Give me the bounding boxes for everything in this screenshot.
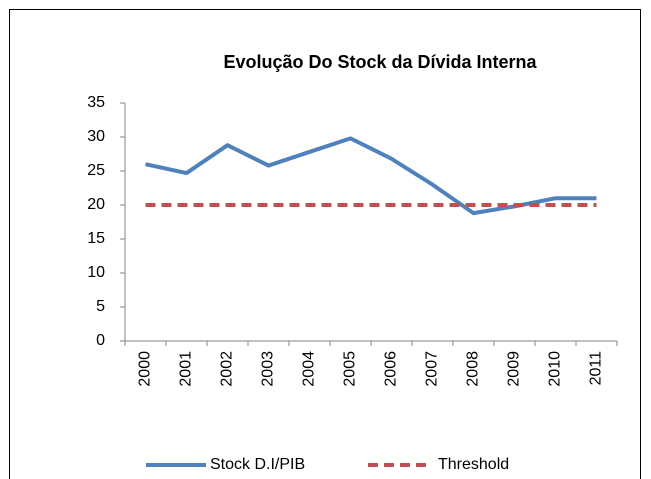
x-tick-label: 2004 bbox=[301, 351, 318, 387]
x-tick-label: 2001 bbox=[178, 351, 195, 387]
chart-frame bbox=[9, 9, 641, 479]
y-tick-label: 30 bbox=[87, 128, 105, 145]
y-tick-label: 10 bbox=[87, 264, 105, 281]
x-tick-label: 2007 bbox=[424, 351, 441, 387]
legend-label: Stock D.I/PIB bbox=[210, 456, 305, 473]
y-tick-label: 5 bbox=[96, 298, 105, 315]
y-tick-label: 20 bbox=[87, 196, 105, 213]
y-tick-label: 25 bbox=[87, 162, 105, 179]
y-tick-label: 15 bbox=[87, 230, 105, 247]
x-tick-label: 2009 bbox=[506, 351, 523, 387]
x-tick-label: 2000 bbox=[137, 351, 154, 387]
x-tick-label: 2003 bbox=[260, 351, 277, 387]
x-tick-label: 2005 bbox=[342, 351, 359, 387]
y-tick-label: 35 bbox=[87, 94, 105, 111]
x-tick-label: 2002 bbox=[219, 351, 236, 387]
x-tick-label: 2011 bbox=[588, 351, 605, 386]
x-tick-label: 2010 bbox=[547, 351, 564, 387]
y-tick-label: 0 bbox=[96, 332, 105, 349]
chart-title: Evolução Do Stock da Dívida Interna bbox=[223, 52, 537, 72]
x-tick-label: 2006 bbox=[383, 351, 400, 387]
legend-label: Threshold bbox=[438, 456, 509, 473]
x-tick-label: 2008 bbox=[465, 351, 482, 387]
